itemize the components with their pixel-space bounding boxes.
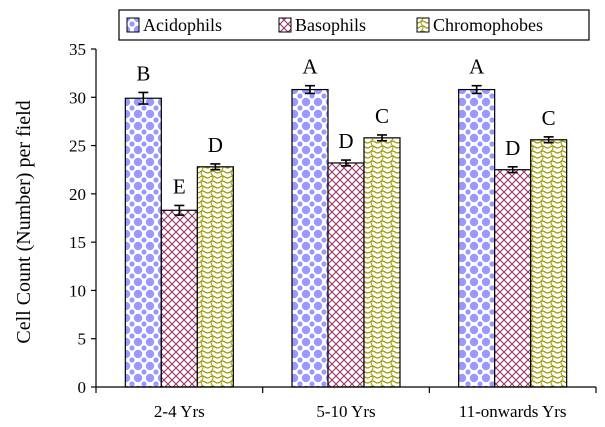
legend-label-chromophobes: Chromophobes [433,15,543,35]
x-tick-label: 11-onwards Yrs [459,402,567,421]
x-tick-label: 5-10 Yrs [316,402,375,421]
legend-swatch-basophils [278,17,292,33]
bar-chromophobes [363,137,401,388]
y-tick-label: 30 [69,88,86,107]
significance-letter: A [302,55,318,79]
significance-letter: C [375,104,389,128]
error-bars [138,84,554,216]
y-tick-label: 5 [78,330,87,349]
y-tick-label: 35 [69,40,86,59]
significance-letter: D [505,136,520,160]
significance-letter: D [338,129,353,153]
legend: Acidophils Basophils Chromophobes [118,9,590,41]
y-tick-label: 25 [69,137,86,156]
bar-chromophobes [196,166,234,388]
bar-basophils [327,162,365,388]
x-tick-label: 2-4 Yrs [154,402,205,421]
legend-box [118,9,590,41]
bar-acidophils [124,97,162,388]
bar-basophils [160,209,198,388]
y-tick-label: 20 [69,185,86,204]
significance-letter: E [173,174,186,198]
y-axis-label: Cell Count (Number) per field [13,100,35,343]
legend-label-acidophils: Acidophils [143,15,222,35]
y-tick-label: 10 [69,281,86,300]
significance-letter: D [208,133,223,157]
legend-label-basophils: Basophils [295,15,366,35]
y-tick-label: 15 [69,233,86,252]
x-axis-ticks: 2-4 Yrs 5-10 Yrs 11-onwards Yrs [95,387,597,421]
bar-chromophobes [530,139,568,388]
significance-letter: C [542,106,556,130]
bars [124,88,568,388]
legend-swatch-acidophils [126,17,140,33]
bar-basophils [494,169,532,388]
bar-acidophils [291,88,329,388]
significance-letter: B [136,61,150,85]
y-tick-label: 0 [78,378,87,397]
legend-swatch-chromophobes [416,17,430,33]
y-axis-ticks: 0 5 10 15 20 25 30 35 [69,40,96,397]
bar-acidophils [458,88,496,388]
significance-letter: A [469,55,485,79]
